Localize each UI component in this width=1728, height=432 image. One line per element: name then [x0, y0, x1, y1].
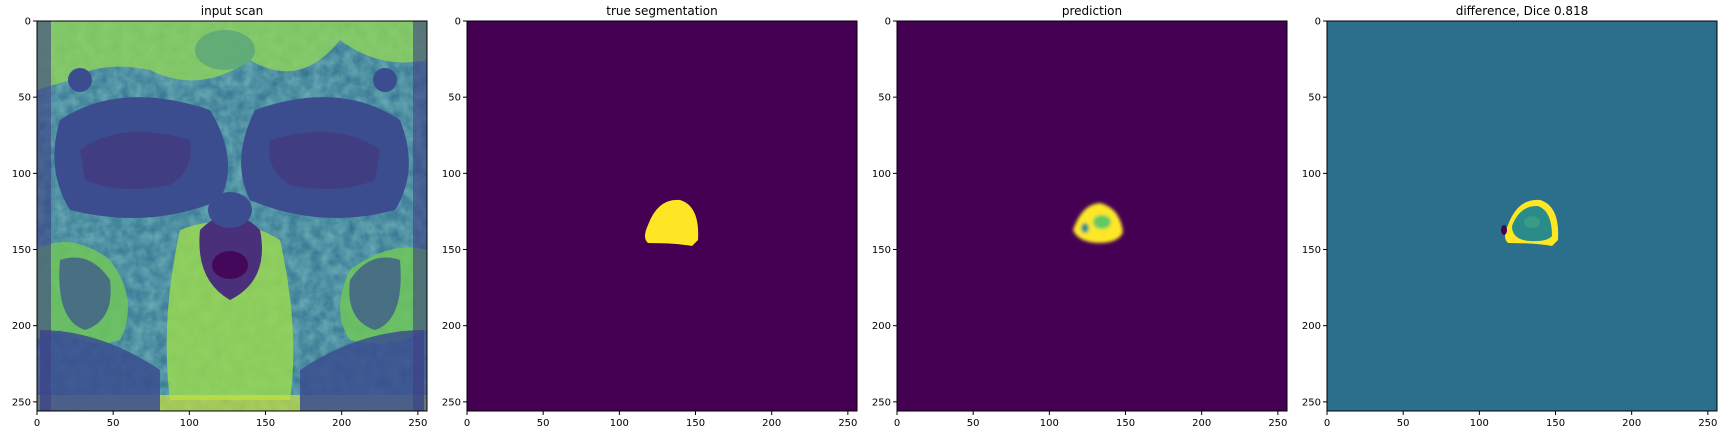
y-tick-label: 250 — [872, 397, 891, 408]
y-tick-label: 0 — [1315, 17, 1321, 28]
y-tick-label: 250 — [1302, 397, 1321, 408]
panel-input-scan: input scan — [0, 0, 430, 432]
x-tick-label: 200 — [332, 418, 351, 429]
x-tick-label: 150 — [256, 418, 275, 429]
y-tick-label: 50 — [18, 93, 31, 104]
x-tick-label: 150 — [1116, 418, 1135, 429]
y-tick-label: 0 — [455, 17, 461, 28]
panel-difference: difference, Dice 0.818 0 50 100 150 200 250 0 5… — [1290, 0, 1720, 432]
y-tick-label: 100 — [872, 169, 891, 180]
x-tick-label: 0 — [1324, 418, 1330, 429]
y-tick-label: 150 — [872, 245, 891, 256]
x-tick-label: 50 — [967, 418, 980, 429]
x-tick-label: 250 — [1268, 418, 1287, 429]
x-tick-label: 100 — [1040, 418, 1059, 429]
x-tick-label: 50 — [537, 418, 550, 429]
panel-title: difference, Dice 0.818 — [1455, 4, 1589, 18]
x-tick-label: 0 — [464, 418, 470, 429]
x-tick-label: 200 — [1622, 418, 1641, 429]
y-tick-label: 200 — [442, 321, 461, 332]
y-tick-label: 100 — [442, 169, 461, 180]
x-tick-label: 150 — [1546, 418, 1565, 429]
x-tick-label: 100 — [180, 418, 199, 429]
panel-prediction: prediction 0 50 100 150 200 250 0 50 100 150 200 25… — [860, 0, 1290, 432]
mri-image — [37, 21, 427, 411]
y-tick-label: 150 — [442, 245, 461, 256]
panel-title: prediction — [1061, 4, 1123, 18]
x-tick-label: 150 — [686, 418, 705, 429]
x-tick-label: 250 — [838, 418, 857, 429]
axes-frame — [466, 20, 858, 412]
x-tick-label: 200 — [1192, 418, 1211, 429]
y-tick-label: 100 — [1302, 169, 1321, 180]
panel-title: true segmentation — [606, 4, 718, 18]
x-tick-label: 250 — [1698, 418, 1717, 429]
axes-frame — [1326, 20, 1718, 412]
x-tick-label: 250 — [408, 418, 427, 429]
x-tick-label: 100 — [1470, 418, 1489, 429]
axes-frame — [896, 20, 1288, 412]
panel-true-segmentation: true segmentation 0 50 100 150 200 250 0 50 100 1… — [430, 0, 860, 432]
panel-title: input scan — [200, 4, 264, 18]
x-tick-label: 200 — [762, 418, 781, 429]
difference-region — [1501, 199, 1559, 246]
y-tick-label: 200 — [872, 321, 891, 332]
prediction-region — [1073, 203, 1123, 243]
y-tick-label: 100 — [12, 169, 31, 180]
axes-frame — [36, 20, 428, 412]
y-tick-label: 50 — [448, 93, 461, 104]
y-tick-label: 50 — [1308, 93, 1321, 104]
y-tick-label: 200 — [1302, 321, 1321, 332]
y-tick-label: 0 — [25, 17, 31, 28]
y-tick-label: 0 — [885, 17, 891, 28]
x-tick-label: 50 — [1397, 418, 1410, 429]
x-tick-label: 0 — [34, 418, 40, 429]
x-tick-label: 100 — [610, 418, 629, 429]
x-tick-label: 0 — [894, 418, 900, 429]
y-tick-label: 50 — [878, 93, 891, 104]
y-tick-label: 150 — [12, 245, 31, 256]
x-tick-label: 50 — [107, 418, 120, 429]
y-tick-label: 250 — [442, 397, 461, 408]
y-tick-label: 200 — [12, 321, 31, 332]
y-tick-label: 250 — [12, 397, 31, 408]
y-tick-label: 150 — [1302, 245, 1321, 256]
segmentation-region — [645, 199, 699, 246]
